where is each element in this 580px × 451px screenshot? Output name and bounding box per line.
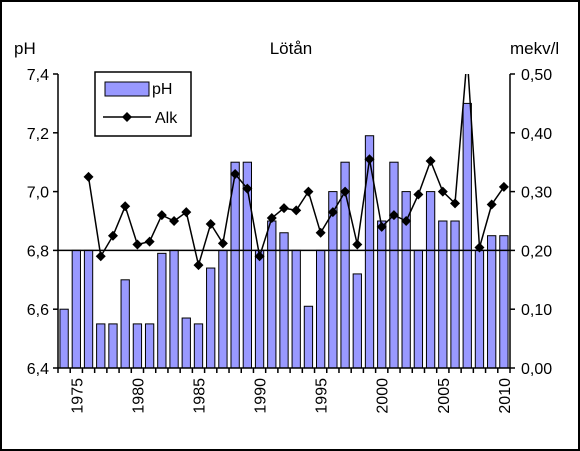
ph-bar (144, 323, 155, 369)
left-tick-label: 6,6 (27, 302, 49, 319)
ph-bar (450, 220, 460, 369)
x-tick-label: 1990 (253, 378, 270, 414)
ph-bar (352, 273, 362, 369)
ph-bar (132, 323, 143, 369)
x-tick-label: 1985 (191, 378, 208, 414)
ph-bar (157, 252, 167, 369)
x-tick-label: 1995 (314, 378, 331, 414)
x-tick-label: 1980 (130, 378, 147, 414)
ph-bar (474, 249, 485, 369)
ph-bar (59, 308, 69, 369)
alk-marker (205, 218, 216, 229)
alk-marker (425, 156, 436, 167)
alk-marker (181, 207, 192, 218)
alk-marker (169, 216, 180, 226)
alk-marker (266, 213, 277, 224)
ph-bar (499, 235, 509, 369)
alk-marker (450, 198, 461, 209)
ph-bar (413, 249, 424, 369)
legend: pH Alk (94, 71, 192, 137)
legend-label-alk: Alk (155, 110, 178, 127)
x-tick-label: 1975 (69, 378, 86, 414)
x-tick-label: 2000 (375, 378, 392, 414)
left-axis-title: pH (14, 39, 36, 58)
ph-bar (267, 220, 277, 369)
alk-marker (279, 203, 289, 214)
alk-marker (230, 168, 241, 179)
right-tick-label: 0,10 (521, 302, 552, 319)
alk-marker (352, 239, 363, 250)
ph-bar (169, 249, 179, 369)
alk-marker (132, 239, 143, 250)
alk-marker (242, 183, 253, 194)
alk-marker (474, 242, 485, 253)
left-tick-label: 7,2 (27, 126, 49, 143)
ph-bar (218, 249, 228, 369)
ph-bar (303, 305, 314, 369)
alk-marker (95, 251, 106, 262)
left-tick-label: 6,4 (27, 361, 49, 378)
right-tick-label: 0,40 (521, 126, 552, 143)
ph-bar (438, 220, 448, 369)
left-tick-label: 7,0 (27, 185, 49, 202)
ph-bar (315, 249, 326, 369)
ph-bar (279, 232, 289, 369)
alk-marker (83, 171, 94, 182)
ph-bar (487, 235, 497, 369)
alk-marker (498, 181, 509, 192)
alk-marker (376, 221, 387, 232)
ph-bar (462, 102, 472, 369)
ph-bar (389, 161, 399, 369)
chart-title: Lötån (270, 39, 313, 58)
alk-marker (291, 205, 302, 216)
legend-marker-alk (122, 112, 132, 122)
ph-bar (108, 323, 118, 369)
alk-marker (303, 186, 314, 197)
alk-marker (254, 251, 265, 262)
legend-label-ph: pH (152, 81, 172, 98)
ph-bar (377, 220, 387, 369)
ph-bar (120, 279, 130, 369)
alk-marker (437, 186, 448, 197)
right-tick-label: 0,30 (521, 185, 552, 202)
alk-marker (413, 189, 424, 200)
right-tick-label: 0,00 (521, 361, 552, 378)
x-tick-label: 2005 (436, 378, 453, 414)
left-tick-label: 6,8 (27, 243, 49, 260)
alk-marker (340, 186, 351, 197)
ph-bar (83, 249, 94, 369)
x-tick-label: 2010 (497, 378, 514, 414)
ph-bar (193, 323, 204, 369)
ph-bar (181, 317, 191, 369)
alk-marker (364, 154, 375, 165)
alk-marker (401, 216, 412, 226)
ph-bar (206, 267, 216, 369)
ph-bar (71, 249, 81, 369)
right-tick-label: 0,20 (521, 243, 552, 260)
alk-marker (193, 260, 204, 271)
right-axis-title: mekv/l (510, 39, 559, 58)
alk-marker (388, 210, 399, 221)
ph-bar (364, 135, 375, 369)
ph-bar (425, 191, 436, 369)
alk-marker (327, 207, 338, 218)
ph-bar (291, 249, 301, 369)
right-tick-label: 0,50 (521, 67, 552, 84)
alk-marker (156, 210, 167, 221)
alk-marker (120, 201, 131, 212)
alk-marker (217, 238, 228, 249)
legend-swatch-ph (104, 81, 150, 97)
alk-marker (315, 227, 326, 238)
alk-marker (486, 199, 497, 210)
ph-bar (96, 323, 106, 369)
left-tick-label: 7,4 (27, 67, 49, 84)
alk-marker (107, 230, 118, 241)
alk-marker (144, 236, 155, 247)
ph-bar (254, 249, 265, 369)
